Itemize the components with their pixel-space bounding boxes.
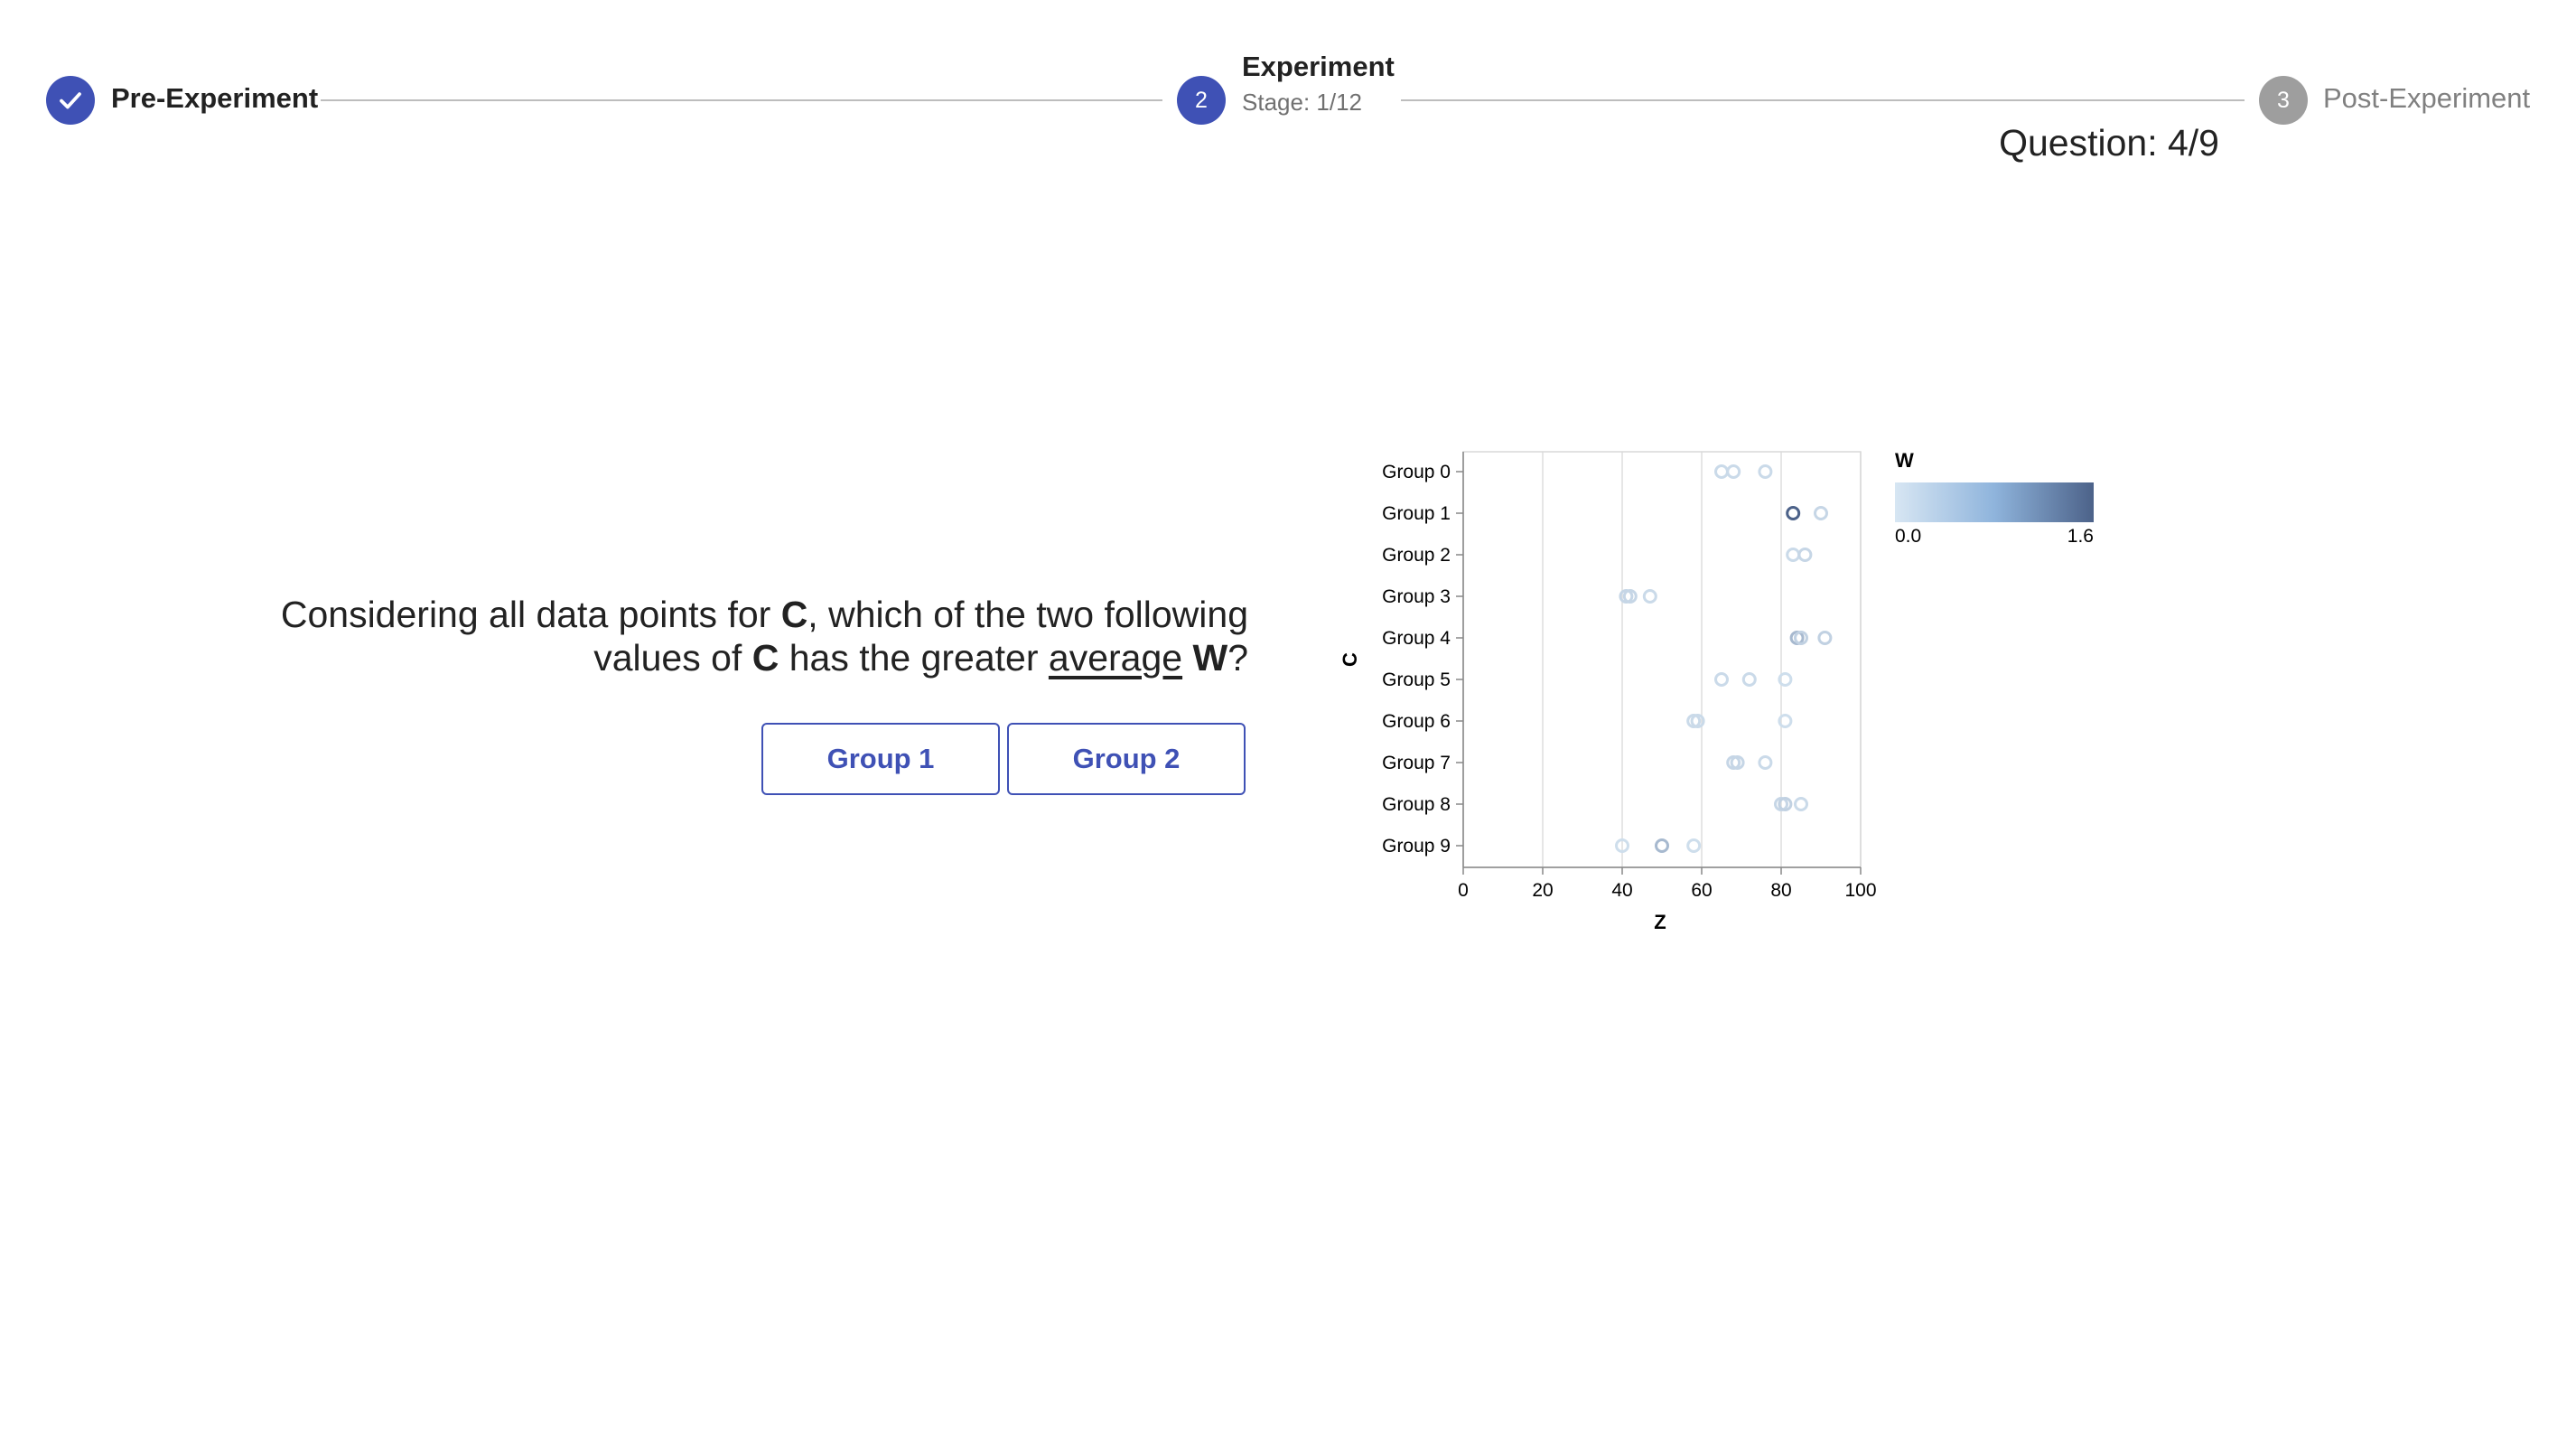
- step-number-post-experiment: 3: [2259, 76, 2308, 125]
- step-label-post-experiment: Post-Experiment: [2323, 82, 2531, 114]
- y-tick-label: Group 7: [1382, 753, 1451, 773]
- variable-w: W: [1192, 637, 1228, 679]
- question-part: ?: [1227, 637, 1248, 679]
- y-axis-title: C: [1339, 652, 1361, 667]
- data-point: [1786, 506, 1801, 520]
- data-point: [1797, 548, 1813, 562]
- data-point: [1741, 672, 1757, 687]
- data-point: [1642, 589, 1657, 604]
- x-tick-label: 100: [1844, 880, 1876, 901]
- question-part: [1182, 637, 1192, 679]
- check-icon: [60, 92, 81, 109]
- data-point: [1730, 755, 1745, 770]
- question-part: has the greater: [779, 637, 1049, 679]
- strip-plot-chart: Group 0 Group 1 Group 2 Group 3 Group 4 Group…: [1339, 449, 2094, 933]
- data-point: [1778, 672, 1793, 687]
- x-tick-label: 60: [1691, 880, 1712, 901]
- x-tick-label: 40: [1611, 880, 1632, 901]
- step-connector: [321, 99, 1162, 101]
- data-point: [1622, 589, 1638, 604]
- x-tick-label: 20: [1532, 880, 1553, 901]
- question-part: , which of the two following values of: [593, 594, 1248, 679]
- question-progress: Question: 4/9: [1999, 122, 2219, 164]
- step-connector: [1401, 99, 2245, 101]
- data-points: [1615, 464, 1833, 853]
- data-point: [1655, 838, 1669, 853]
- step-completed-indicator: [46, 76, 95, 125]
- grid-lines: [1462, 452, 1862, 867]
- data-point: [1714, 464, 1729, 479]
- y-tick-label: Group 8: [1382, 794, 1451, 815]
- data-point: [1758, 464, 1773, 479]
- color-legend-max-label: 1.6: [2067, 526, 2094, 547]
- y-tick-label: Group 1: [1382, 503, 1451, 524]
- color-legend: W 0.0 1.6: [1895, 449, 2094, 547]
- y-tick-label: Group 9: [1382, 836, 1451, 857]
- step-label-pre-experiment: Pre-Experiment: [111, 82, 319, 114]
- question-text: Considering all data points for C, which…: [271, 593, 1248, 679]
- data-point: [1814, 506, 1828, 520]
- variable-c: C: [751, 637, 779, 679]
- data-point: [1794, 631, 1808, 645]
- answer-button-group-2[interactable]: Group 2: [1007, 723, 1246, 795]
- data-point: [1778, 714, 1793, 728]
- question-part: Considering all data points for: [280, 594, 781, 635]
- color-legend-title: W: [1895, 449, 1914, 472]
- data-point: [1794, 797, 1808, 811]
- x-tick-label: 0: [1458, 880, 1469, 901]
- data-point: [1714, 672, 1729, 687]
- y-tick-label: Group 0: [1382, 462, 1451, 482]
- color-legend-min-label: 0.0: [1895, 526, 1921, 547]
- data-point: [1817, 631, 1833, 645]
- x-axis: 0 20 40 60 80 100: [1458, 866, 1877, 901]
- data-point: [1615, 838, 1629, 853]
- variable-c: C: [780, 594, 808, 635]
- y-tick-label: Group 2: [1382, 545, 1451, 566]
- color-legend-gradient: [1895, 482, 2094, 522]
- step-label-experiment: Experiment: [1242, 51, 1395, 82]
- data-point: [1786, 548, 1801, 562]
- data-point: [1690, 714, 1705, 728]
- data-point: [1726, 464, 1741, 479]
- y-tick-label: Group 5: [1382, 670, 1451, 690]
- stepper: Pre-Experiment 2 Experiment Stage: 1/12 …: [0, 0, 2576, 164]
- plot-frame: [1462, 451, 1862, 868]
- y-tick-label: Group 3: [1382, 586, 1451, 607]
- y-tick-label: Group 4: [1382, 628, 1451, 649]
- data-point: [1686, 838, 1702, 853]
- y-tick-label: Group 6: [1382, 711, 1451, 732]
- x-tick-label: 80: [1770, 880, 1791, 901]
- question-emphasis: average: [1048, 637, 1183, 679]
- stage-progress: Stage: 1/12: [1242, 89, 1362, 116]
- data-point: [1778, 797, 1793, 811]
- answer-button-group-1[interactable]: Group 1: [761, 723, 1000, 795]
- step-number-experiment: 2: [1177, 76, 1226, 125]
- y-axis: Group 0 Group 1 Group 2 Group 3 Group 4 Group…: [1382, 452, 1464, 867]
- x-axis-title: Z: [1654, 911, 1666, 933]
- data-point: [1758, 755, 1773, 770]
